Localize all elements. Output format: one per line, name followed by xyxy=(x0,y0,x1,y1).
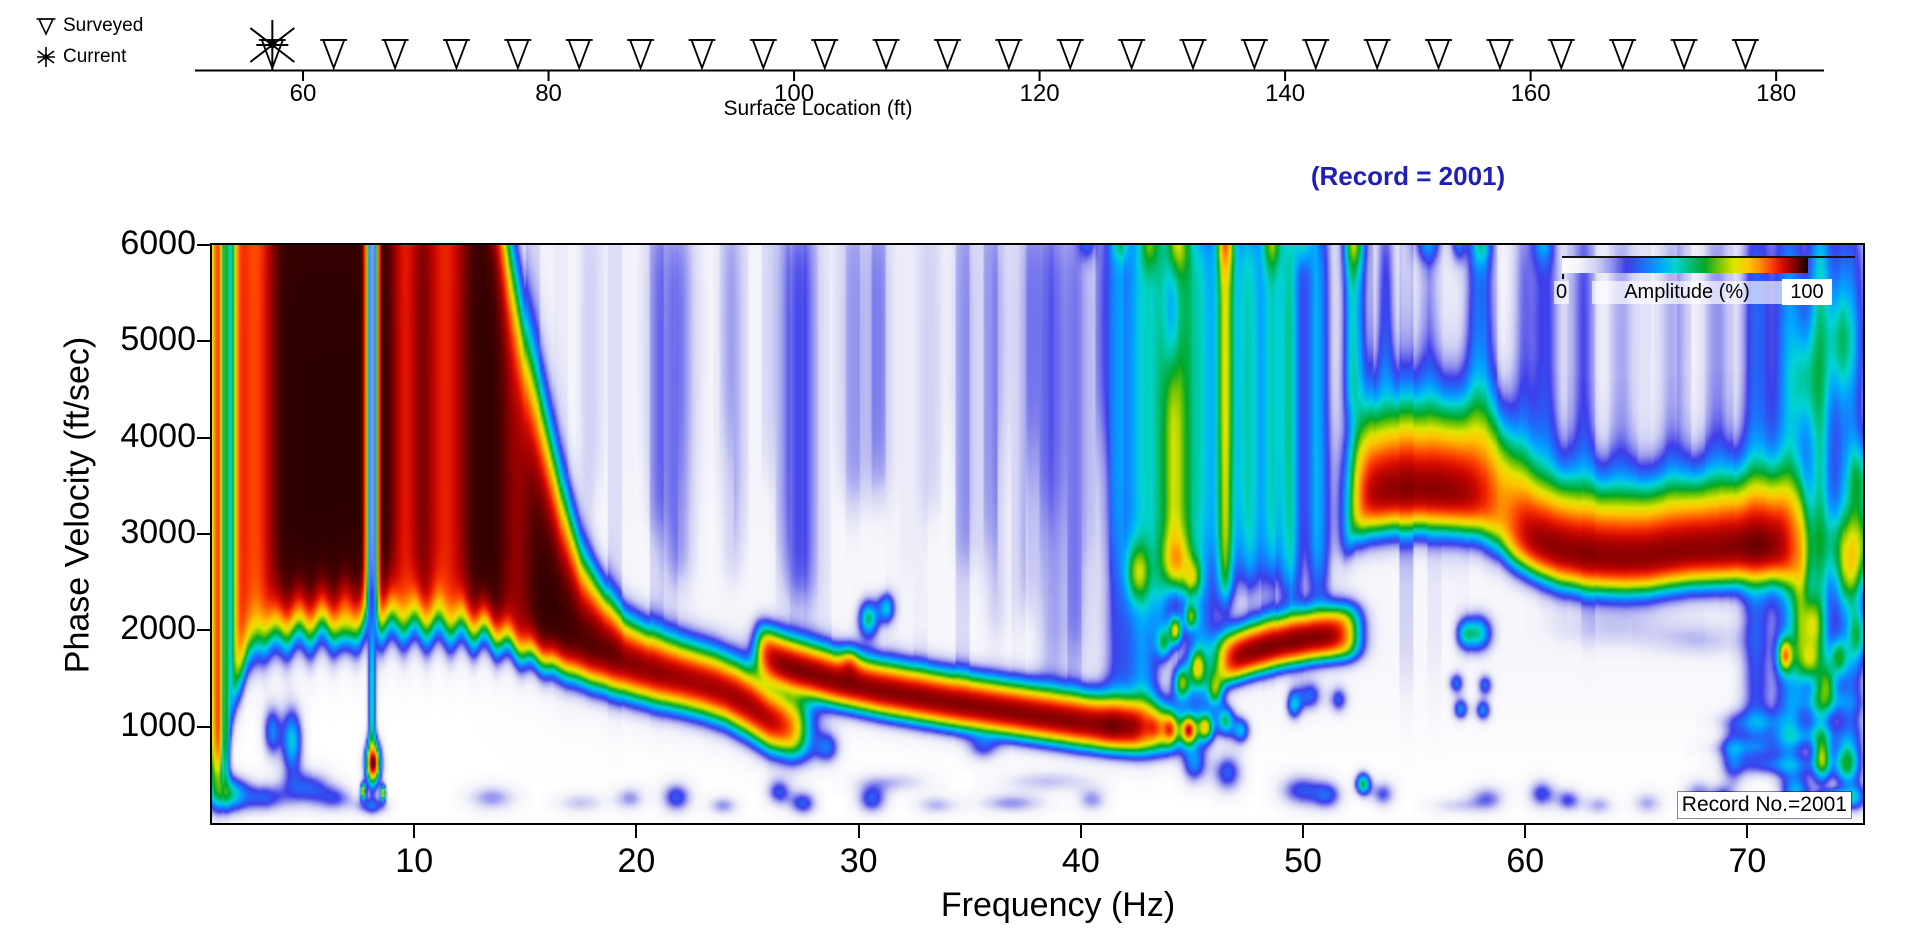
surface-tick-label: 120 xyxy=(1020,80,1060,107)
surface-tick-label: 160 xyxy=(1511,80,1551,107)
surface-tick-label: 60 xyxy=(290,80,317,107)
record-number-annotation: Record No.=2001 xyxy=(1677,792,1851,818)
geophone-marker[interactable] xyxy=(381,39,409,71)
y-tick xyxy=(197,340,210,343)
current-position-marker xyxy=(249,20,295,70)
geophone-marker[interactable] xyxy=(688,39,716,71)
x-tick xyxy=(413,825,416,838)
colorbar-gradient xyxy=(1562,258,1808,273)
x-tick-label: 30 xyxy=(839,842,878,880)
y-tick xyxy=(197,629,210,632)
legend-label-surveyed: Surveyed xyxy=(63,15,144,36)
colorbar-zero-tick xyxy=(1562,274,1564,279)
y-tick xyxy=(197,244,210,246)
x-tick-label: 40 xyxy=(1061,842,1100,880)
geophone-marker[interactable] xyxy=(1670,39,1698,71)
record-title: (Record = 2001) xyxy=(1310,161,1506,191)
y-tick-label: 3000 xyxy=(120,513,196,551)
x-tick xyxy=(1746,825,1749,838)
x-tick xyxy=(857,825,860,838)
legend-label-current: Current xyxy=(63,46,127,67)
y-tick-label: 6000 xyxy=(120,224,196,262)
current-asterisk-icon xyxy=(37,47,55,67)
geophone-marker[interactable] xyxy=(627,39,655,71)
surveyed-triangle-icon xyxy=(36,18,56,36)
x-tick-label: 10 xyxy=(395,842,434,880)
geophone-marker[interactable] xyxy=(1731,39,1759,71)
geophone-marker[interactable] xyxy=(1609,39,1637,71)
geophone-marker[interactable] xyxy=(1363,39,1391,71)
surface-axis-title: Surface Location (ft) xyxy=(723,97,912,120)
geophone-marker[interactable] xyxy=(934,39,962,71)
geophone-marker[interactable] xyxy=(504,39,532,71)
y-tick xyxy=(197,436,210,439)
geophone-marker[interactable] xyxy=(749,39,777,71)
geophone-marker[interactable] xyxy=(811,39,839,71)
geophone-marker[interactable] xyxy=(1056,39,1084,71)
colorbar-min-label: 0 xyxy=(1554,281,1570,304)
x-axis-title: Frequency (Hz) xyxy=(940,886,1176,924)
x-tick xyxy=(1524,825,1527,838)
receiver-spread-panel: Surface Location (ft) 60 80 100 120 140 160 18… xyxy=(36,18,1824,120)
geophone-marker[interactable] xyxy=(1302,39,1330,71)
x-tick-label: 60 xyxy=(1506,842,1545,880)
x-tick xyxy=(1079,825,1082,838)
y-tick-label: 5000 xyxy=(120,320,196,359)
x-tick-label: 70 xyxy=(1728,842,1767,880)
x-tick xyxy=(1302,825,1305,838)
geophone-marker[interactable] xyxy=(1240,39,1268,71)
geophone-marker[interactable] xyxy=(1547,39,1575,71)
colorbar-topline xyxy=(1562,256,1855,258)
geophone-marker[interactable] xyxy=(442,39,470,71)
y-tick xyxy=(197,725,210,728)
x-tick xyxy=(635,825,638,838)
surface-tick-label: 80 xyxy=(535,80,562,107)
geophone-marker[interactable] xyxy=(995,39,1023,71)
geophone-marker[interactable] xyxy=(1486,39,1514,71)
dispersion-plot-frame xyxy=(210,243,1865,825)
x-tick-label: 50 xyxy=(1284,842,1322,880)
y-tick-label: 4000 xyxy=(120,416,196,455)
geophone-marker[interactable] xyxy=(320,39,348,71)
geophone-marker[interactable] xyxy=(1118,39,1146,71)
y-tick-label: 2000 xyxy=(120,609,196,648)
geophone-marker[interactable] xyxy=(1179,39,1207,71)
dispersion-heatmap-canvas[interactable] xyxy=(212,245,1863,823)
x-tick-label: 20 xyxy=(617,842,656,880)
geophone-marker[interactable] xyxy=(565,39,593,71)
geophone-marker[interactable] xyxy=(1425,39,1453,71)
y-tick xyxy=(197,533,210,535)
y-tick-label: 1000 xyxy=(120,705,196,744)
colorbar-title: Amplitude (%) xyxy=(1592,281,1782,304)
surface-tick-label: 140 xyxy=(1265,80,1305,107)
colorbar-max-label: 100 xyxy=(1782,279,1832,305)
geophone-marker[interactable] xyxy=(872,39,900,71)
surface-tick-label: 180 xyxy=(1756,80,1796,107)
surface-tick-label: 100 xyxy=(774,80,814,107)
